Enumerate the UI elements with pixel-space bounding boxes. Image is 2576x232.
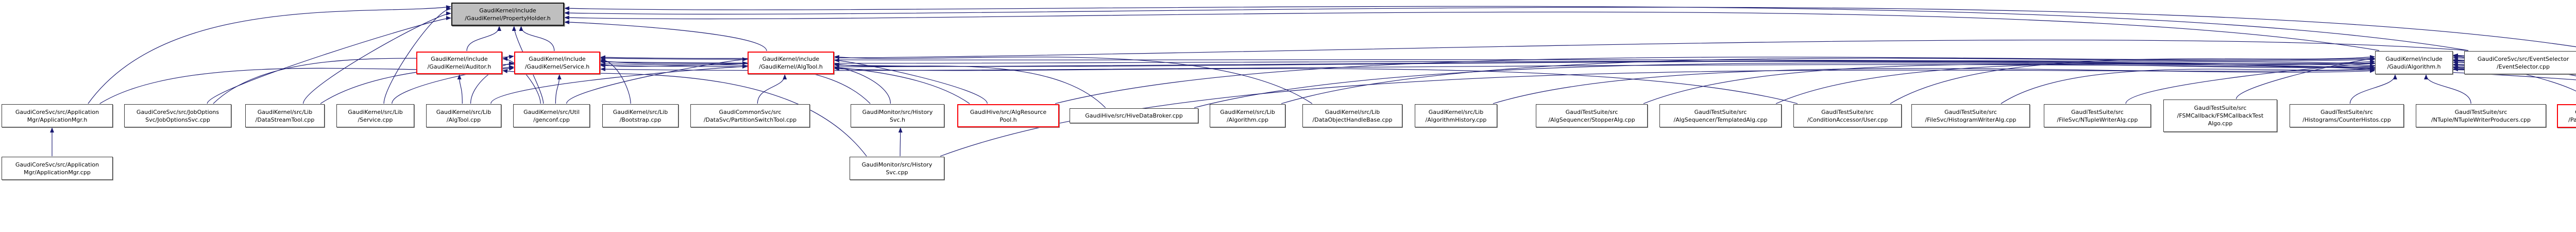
include-edge-algresourcepool-to-algtool_h bbox=[834, 58, 988, 104]
graph-node-partpropalg[interactable]: GaudiTestSuite/src /PartProp/PartPropAlg… bbox=[2557, 104, 2576, 128]
graph-node-user_cpp[interactable]: GaudiTestSuite/src /ConditionAccessor/Us… bbox=[1793, 104, 1902, 127]
graph-node-genconf[interactable]: GaudiKernel/src/Util /genconf.cpp bbox=[513, 104, 590, 127]
graph-node-algorithmhistory[interactable]: GaudiKernel/src/Lib /AlgorithmHistory.cp… bbox=[1415, 104, 1497, 127]
include-edge-fsmcallback-to-gaudi_algorithm_h bbox=[2236, 57, 2375, 100]
include-edge-genconf-to-auditor bbox=[502, 57, 541, 104]
include-edge-joboptions-to-root bbox=[207, 16, 451, 104]
graph-node-gaudi_algorithm_h[interactable]: GaudiKernel/include /Gaudi/Algorithm.h bbox=[2375, 51, 2453, 74]
include-edge-service_cpp-to-service_h bbox=[392, 65, 514, 104]
graph-node-historysvc_h[interactable]: GaudiMonitor/src/History Svc.h bbox=[851, 104, 944, 127]
graph-node-joboptions[interactable]: GaudiCoreSvc/src/JobOptions Svc/JobOptio… bbox=[124, 104, 231, 127]
include-edge-algorithm_cpp-to-gaudi_algorithm_h bbox=[1281, 57, 2375, 104]
graph-node-ntuplewriteralg[interactable]: GaudiTestSuite/src /FileSvc/NTupleWriter… bbox=[2044, 104, 2151, 127]
include-edge-user_cpp-to-algtool_h bbox=[834, 67, 1798, 104]
graph-node-partitionswitch[interactable]: GaudiCommonSvc/src /DataSvc/PartitionSwi… bbox=[690, 104, 810, 127]
include-edge-appmgr_h-to-root bbox=[88, 5, 451, 104]
graph-node-templatedalg[interactable]: GaudiTestSuite/src /AlgSequencer/Templat… bbox=[1659, 104, 1782, 127]
include-edge-historysvc_h-to-service_h bbox=[600, 63, 871, 104]
include-edge-histogramwriter-to-gaudi_algorithm_h bbox=[2001, 67, 2375, 104]
graph-node-auditor[interactable]: GaudiKernel/include /GaudiKernel/Auditor… bbox=[416, 52, 502, 74]
include-edge-incidentprocalg-to-service_h bbox=[600, 60, 2576, 68]
graph-node-ntuplewriterproducers[interactable]: GaudiTestSuite/src /NTuple/NTupleWriterP… bbox=[2416, 104, 2546, 127]
graph-node-historysvc_cpp[interactable]: GaudiMonitor/src/History Svc.cpp bbox=[850, 157, 944, 180]
graph-node-algtool_cpp[interactable]: GaudiKernel/src/Lib /AlgTool.cpp bbox=[426, 104, 501, 127]
graph-node-algorithm_cpp[interactable]: GaudiKernel/src/Lib /Algorithm.cpp bbox=[1210, 104, 1285, 127]
include-edge-auditor-to-root bbox=[466, 26, 501, 52]
include-edge-dataobjecthandle-to-algtool_h bbox=[834, 55, 1313, 104]
graph-node-root[interactable]: GaudiKernel/include /GaudiKernel/Propert… bbox=[451, 3, 564, 26]
include-edge-algtool_cpp-to-algtool_h bbox=[490, 64, 748, 104]
include-edge-ntuplewriteralg-to-gaudi_algorithm_h bbox=[2125, 61, 2375, 104]
graph-node-appmgr_cpp[interactable]: GaudiCoreSvc/src/Application Mgr/Applica… bbox=[2, 157, 113, 180]
include-edge-eventselector_cpp-to-service_h bbox=[600, 40, 2469, 60]
graph-node-fsmcallback[interactable]: GaudiTestSuite/src /FSMCallback/FSMCallb… bbox=[2163, 100, 2277, 132]
include-edge-stopperalg-to-gaudi_algorithm_h bbox=[1643, 64, 2375, 104]
include-edge-algorithmhistory-to-gaudi_algorithm_h bbox=[1493, 68, 2375, 104]
include-edge-gaudi_algorithm_h-to-root bbox=[564, 11, 2380, 51]
graph-node-bootstrap[interactable]: GaudiKernel/src/Lib /Bootstrap.cpp bbox=[602, 104, 679, 127]
include-edge-algresourcepool-to-gaudi_algorithm_h bbox=[1055, 56, 2375, 104]
graph-node-algtool_h[interactable]: GaudiKernel/include /GaudiKernel/AlgTool… bbox=[748, 52, 834, 74]
graph-node-counterhistos[interactable]: GaudiTestSuite/src /Histograms/CounterHi… bbox=[2290, 104, 2404, 127]
include-edge-algtool_cpp-to-auditor bbox=[457, 74, 463, 104]
graph-node-eventselector_cpp[interactable]: GaudiCoreSvc/src/EventSelector /EventSel… bbox=[2464, 51, 2576, 74]
graph-node-service_h[interactable]: GaudiKernel/include /GaudiKernel/Service… bbox=[514, 52, 600, 74]
graph-node-algresourcepool[interactable]: GaudiHive/src/AlgResource Pool.h bbox=[957, 104, 1059, 127]
include-edge-ntuplewriterproducers-to-gaudi_algorithm_h bbox=[2424, 74, 2471, 104]
include-edge-counterhistos-to-gaudi_algorithm_h bbox=[2349, 74, 2397, 104]
graph-node-datastream[interactable]: GaudiKernel/src/Lib /DataStreamTool.cpp bbox=[245, 104, 325, 127]
include-edge-service_h-to-root bbox=[519, 26, 555, 52]
include-edge-genconf-to-algtool_h bbox=[566, 57, 748, 104]
include-edge-datastream-to-root bbox=[303, 11, 451, 104]
include-edge-eventselector_cpp-to-root bbox=[564, 6, 2469, 51]
include-edge-service_cpp-to-root bbox=[383, 7, 451, 104]
include-edge-toolvisitor-to-algtool_h bbox=[834, 61, 2576, 80]
graph-node-stopperalg[interactable]: GaudiTestSuite/src /AlgSequencer/Stopper… bbox=[1536, 104, 1648, 127]
include-edge-property_cpp-to-root bbox=[564, 7, 2576, 47]
include-edge-hivedatabroker-to-gaudi_algorithm_h bbox=[1194, 61, 2375, 108]
include-edge-genconf-to-service_h bbox=[555, 74, 562, 104]
include-edge-historysvc_h-to-algtool_h bbox=[834, 65, 891, 104]
graph-node-hivedatabroker[interactable]: GaudiHive/src/HiveDataBroker.cpp bbox=[1070, 108, 1198, 123]
graph-node-service_cpp[interactable]: GaudiKernel/src/Lib /Service.cpp bbox=[336, 104, 414, 127]
graph-node-dataobjecthandle[interactable]: GaudiKernel/src/Lib /DataObjectHandleBas… bbox=[1302, 104, 1402, 127]
graph-node-appmgr_h[interactable]: GaudiCoreSvc/src/Application Mgr/Applica… bbox=[2, 104, 113, 127]
include-edge-historysvc_cpp-to-historysvc_h bbox=[898, 127, 903, 157]
include-edge-algtool_h-to-root bbox=[564, 20, 767, 52]
graph-node-histogramwriter[interactable]: GaudiTestSuite/src /FileSvc/HistogramWri… bbox=[1911, 104, 2030, 127]
include-edge-partitionswitch-to-algtool_h bbox=[757, 74, 787, 104]
